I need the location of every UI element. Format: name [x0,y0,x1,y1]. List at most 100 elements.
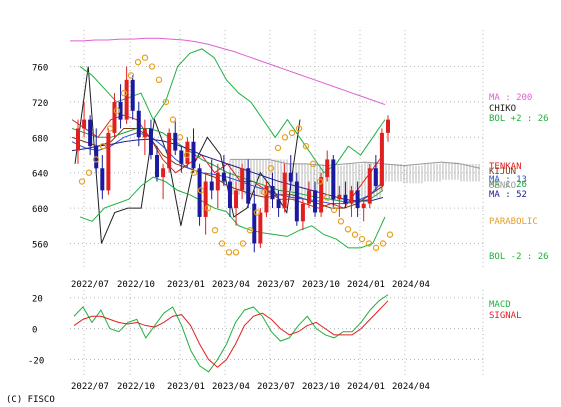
parabolic-dot [351,231,359,238]
parabolic-dot [99,142,107,150]
candle-body [379,132,384,186]
parabolic-dot [267,165,275,172]
parabolic-dot [183,151,191,159]
legend-label: MA : 200 [489,93,532,103]
candle-body [234,190,239,209]
parabolic-dot [176,134,184,141]
line-ma-26 [71,127,384,203]
y-tick-label: 680 [32,134,48,144]
y-tick-label: -20 [28,357,44,367]
line-ma-13 [71,132,384,205]
candle-body [373,168,378,186]
x-tick-label: 2022/07 [71,280,109,290]
parabolic-dot [330,206,338,214]
main-y-ticks: 560 600 640 680 720 760 [32,64,48,251]
candle-body [191,141,196,169]
candle-body [294,181,299,222]
x-tick-label: 2023/01 [167,382,205,392]
parabolic-dot [169,116,177,123]
candle-body [203,181,208,217]
candle-body [240,168,245,191]
line-tenkan [71,114,384,209]
x-tick-label: 2023/07 [257,280,295,290]
x-tick-label: 2023/10 [302,382,340,392]
x-tick-label: 2022/07 [71,382,109,392]
parabolic-dot [204,204,212,212]
macd-lines [73,294,389,373]
candle-body [167,132,172,169]
candle-body [264,185,269,213]
candle-body [386,119,390,133]
legend-label: MA : 52 [489,190,527,200]
candle-body [349,190,354,204]
candle-body [161,168,166,178]
legend-label: BOL -2 : 26 [489,252,549,262]
candle-body [325,159,330,178]
candle-body [112,101,117,133]
parabolic-dot [225,249,233,256]
parabolic-dot [141,54,149,61]
y-tick-label: 0 [32,326,37,336]
y-tick-label: 600 [32,205,48,215]
candle-body [155,155,160,178]
legend-label: MA : 13 [489,175,527,185]
x-tick-label: 2024/04 [392,280,430,290]
parabolic-dot [232,249,240,256]
line-ma-200 [70,37,386,106]
parabolic-dot [155,76,163,84]
parabolic-dot [337,218,345,225]
candle-body [148,128,153,155]
parabolic-dot [239,240,247,247]
line-signal [73,300,389,368]
parabolic-dot [190,169,198,176]
y-tick-label: 720 [32,99,48,109]
parabolic-dot [134,58,142,66]
parabolic-dot [120,89,128,97]
parabolic-dot [127,72,135,79]
candle-body [288,172,293,182]
candle-body [130,79,135,111]
legend-label: TENKAN [489,162,522,172]
candle-body [306,190,311,204]
parabolic-dot [246,226,254,234]
x-tick-label: 2023/10 [302,280,340,290]
candle-body [343,194,348,204]
candle-body [215,172,220,191]
parabolic-dot [253,209,261,216]
candle-body [82,119,87,129]
macd-panel-grid [70,290,484,375]
line-bol-2-26 [79,176,386,249]
candle-body [331,159,336,200]
y-tick-label: 640 [32,170,48,180]
macd-y-ticks: -20 0 20 [28,295,44,367]
x-tick-label: 2023/01 [167,280,205,290]
legend-label: CHIKO [489,104,516,114]
candle-body [246,168,251,204]
candle-body [337,194,342,200]
parabolic-dot [379,240,387,247]
parabolic-dot [358,235,366,243]
parabolic-dot [197,187,205,194]
candle-body [88,119,93,147]
candle-body [367,168,372,204]
parabolic-dot [211,226,219,234]
parabolic-dot [162,98,170,106]
y-tick-label: 20 [32,295,43,305]
candle-body [355,190,360,209]
parabolic-dot [106,125,114,132]
parabolic-dot [78,178,86,185]
x-tick-label: 2023/04 [212,280,250,290]
parabolic-dot [302,142,310,150]
parabolic-dot [281,134,289,141]
candle-body [106,132,111,191]
candle-body [300,203,305,222]
parabolic-dot [323,194,331,201]
macd-x-ticks: 2022/07 2022/10 2023/01 2023/04 2023/07 2023/… [71,382,430,392]
parabolic-dot [148,63,156,70]
senko-span-line [230,158,481,169]
x-tick-label: 2024/04 [392,382,430,392]
line-ma-52 [71,138,384,202]
legend-label: SIGNAL [489,311,522,321]
